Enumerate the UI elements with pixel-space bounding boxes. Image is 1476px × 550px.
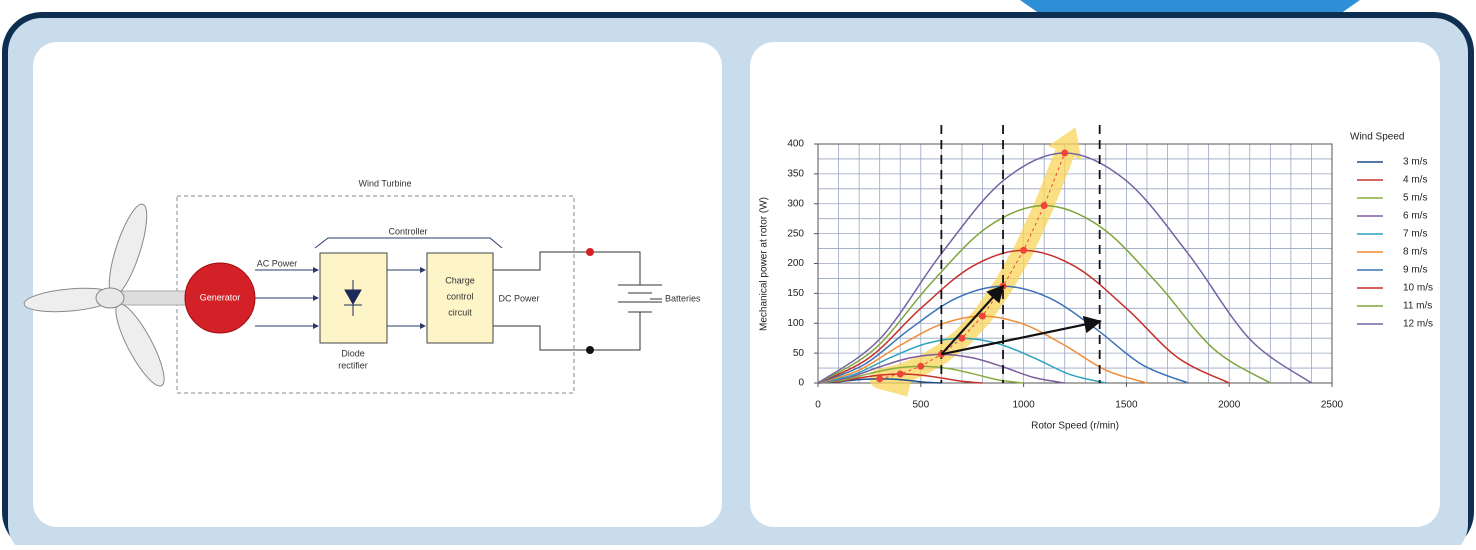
x-tick-label: 2000 <box>1218 400 1241 411</box>
charge-label: Charge <box>445 275 475 285</box>
y-tick-label: 50 <box>793 348 805 359</box>
ac-label: AC Power <box>257 258 298 268</box>
legend-label: 10 m/s <box>1403 283 1433 294</box>
legend-label: 8 m/s <box>1403 247 1427 258</box>
legend-label: 4 m/s <box>1403 175 1427 186</box>
y-tick-label: 300 <box>787 198 804 209</box>
peak-point <box>1061 149 1068 156</box>
peak-point <box>897 371 904 378</box>
x-tick-label: 1500 <box>1115 400 1138 411</box>
legend-label: 12 m/s <box>1403 319 1433 330</box>
slide: Wind Turbine Generator AC Power Controll… <box>0 0 1476 545</box>
box-label: Wind Turbine <box>358 178 411 188</box>
x-tick-label: 500 <box>912 400 929 411</box>
peak-point <box>876 375 883 382</box>
legend-label: 6 m/s <box>1403 211 1427 222</box>
y-tick-label: 150 <box>787 288 804 299</box>
x-tick-label: 1000 <box>1012 400 1035 411</box>
peak-point <box>979 313 986 320</box>
x-tick-label: 2500 <box>1321 400 1344 411</box>
legend-label: 3 m/s <box>1403 157 1427 168</box>
legend-label: 5 m/s <box>1403 193 1427 204</box>
charge-label: circuit <box>448 307 472 317</box>
diode-label: rectifier <box>338 360 368 370</box>
page: {"diagram":{"box_label":"Wind Turbine","… <box>0 0 1476 545</box>
terminal <box>586 346 594 354</box>
peak-point <box>1041 202 1048 209</box>
tab <box>1020 0 1360 14</box>
diode-label: Diode <box>341 348 365 358</box>
peak-point <box>917 363 924 370</box>
peak-point <box>1020 247 1027 254</box>
legend-label: 9 m/s <box>1403 265 1427 276</box>
generator-label: Generator <box>200 292 241 302</box>
charge-label: control <box>446 291 473 301</box>
y-tick-label: 350 <box>787 169 804 180</box>
right-panel <box>750 42 1440 527</box>
legend-label: 7 m/s <box>1403 229 1427 240</box>
legend-label: 11 m/s <box>1403 301 1432 312</box>
x-axis-label: Rotor Speed (r/min) <box>1031 421 1119 432</box>
batteries-label: Batteries <box>665 293 701 303</box>
y-tick-label: 200 <box>787 258 804 269</box>
x-tick-label: 0 <box>815 400 821 411</box>
y-tick-label: 400 <box>787 139 804 150</box>
y-axis-label: Mechanical power at rotor (W) <box>759 197 770 331</box>
dc-label: DC Power <box>498 293 539 303</box>
terminal <box>586 248 594 256</box>
legend-title: Wind Speed <box>1350 132 1404 143</box>
y-tick-label: 100 <box>787 318 804 329</box>
y-tick-label: 250 <box>787 228 804 239</box>
y-tick-label: 0 <box>798 378 804 389</box>
controller-label: Controller <box>388 226 427 236</box>
hub <box>96 288 124 308</box>
